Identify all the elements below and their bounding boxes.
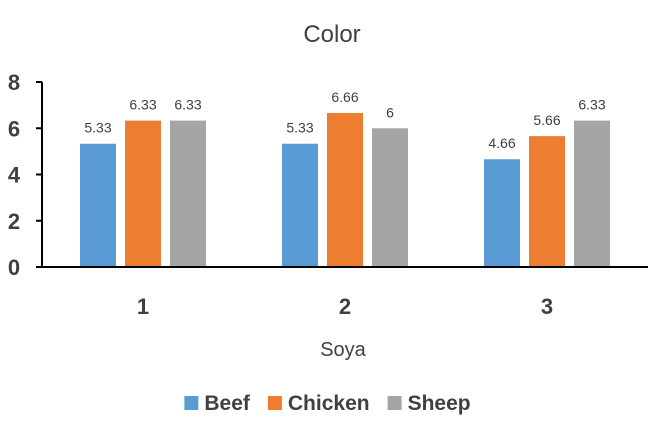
chart-title: Color [303, 21, 360, 48]
legend-label: Beef [204, 392, 251, 415]
legend-swatch [387, 396, 402, 410]
data-label: 6 [386, 104, 394, 120]
data-label: 5.33 [286, 120, 313, 136]
y-tick-label: 2 [8, 209, 20, 234]
y-tick-label: 4 [8, 163, 21, 188]
bar [484, 159, 520, 267]
x-tick-label: 1 [137, 294, 149, 319]
data-labels: 5.33 6.33 6.33 5.33 6.66 6 4.66 5.66 6.33 [84, 89, 605, 151]
y-tick-label: 0 [8, 255, 20, 280]
bar [327, 112, 363, 267]
bar [170, 120, 206, 268]
x-axis-title: Soya [320, 339, 366, 361]
bar [282, 143, 318, 267]
data-label: 5.66 [533, 112, 560, 128]
x-tick-label: 3 [541, 294, 553, 319]
bar [372, 128, 408, 267]
legend-swatch [184, 396, 199, 410]
legend-swatch [267, 396, 282, 410]
data-label: 6.33 [174, 97, 201, 113]
data-label: 4.66 [488, 135, 515, 151]
bar [529, 136, 565, 267]
bar [125, 120, 161, 268]
bar [574, 120, 610, 268]
y-tick-label: 8 [8, 70, 20, 95]
legend-label: Chicken [288, 392, 370, 415]
data-label: 6.66 [331, 89, 358, 105]
x-axis-ticks: 1 2 3 [137, 294, 553, 319]
bar-series [80, 112, 610, 268]
x-tick-label: 2 [339, 294, 351, 319]
data-label: 6.33 [129, 97, 156, 113]
y-axis-ticks: 0 2 4 6 8 [8, 70, 42, 280]
legend: Beef Chicken Sheep [184, 392, 471, 415]
data-label: 6.33 [578, 97, 605, 113]
data-label: 5.33 [84, 120, 111, 136]
legend-label: Sheep [408, 392, 471, 415]
y-tick-label: 6 [8, 116, 20, 141]
bar [80, 143, 116, 267]
